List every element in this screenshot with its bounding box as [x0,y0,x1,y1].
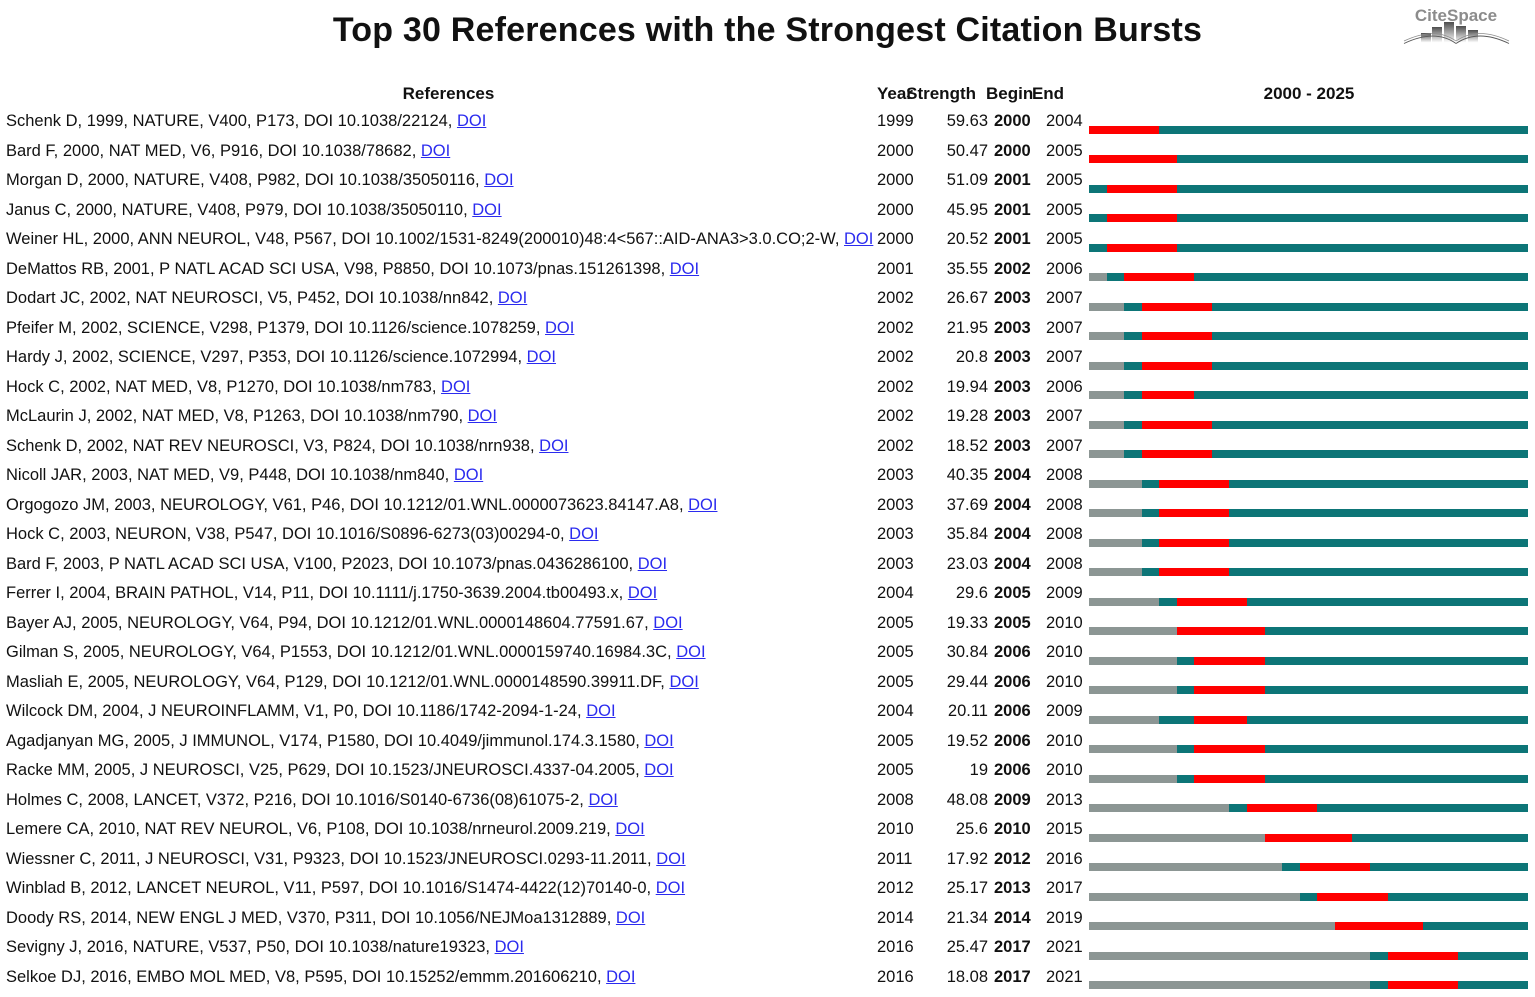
svg-text:CiteSpace: CiteSpace [1415,6,1497,25]
